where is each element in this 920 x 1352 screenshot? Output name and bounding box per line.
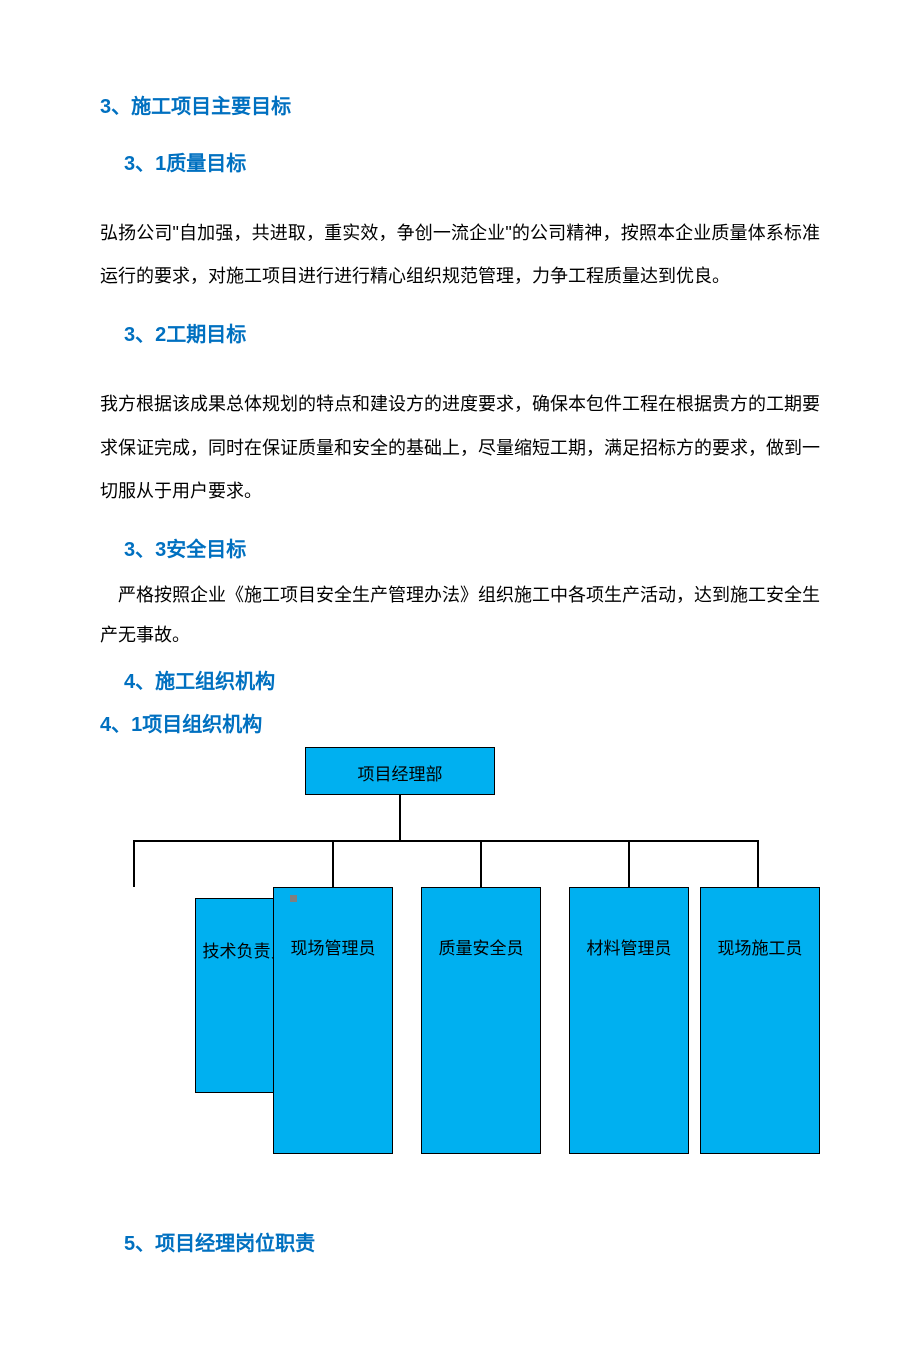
heading-3-3: 3、3安全目标 xyxy=(100,533,820,562)
heading-3: 3、施工项目主要目标 xyxy=(100,90,820,119)
org-chart-connector xyxy=(399,795,401,840)
heading-3-2: 3、2工期目标 xyxy=(100,318,820,347)
org-chart: 项目经理部技术负责员现场管理员质量安全员材料管理员现场施工员 xyxy=(100,747,820,1187)
org-chart-connector xyxy=(332,840,334,887)
paragraph-3-2: 我方根据该成果总体规划的特点和建设方的进度要求，确保本包件工程在根据贵方的工期要… xyxy=(100,383,820,513)
org-chart-connector xyxy=(757,840,759,887)
heading-3-1: 3、1质量目标 xyxy=(100,147,820,176)
org-chart-node: 现场管理员 xyxy=(273,887,393,1154)
paragraph-3-1: 弘扬公司"自加强，共进取，重实效，争创一流企业"的公司精神，按照本企业质量体系标… xyxy=(100,212,820,298)
heading-5: 5、项目经理岗位职责 xyxy=(100,1227,820,1256)
org-chart-marker xyxy=(290,895,297,902)
org-chart-connector xyxy=(480,840,482,887)
org-chart-connector xyxy=(628,840,630,887)
org-chart-connector xyxy=(133,840,135,887)
org-chart-node: 质量安全员 xyxy=(421,887,541,1154)
heading-4: 4、施工组织机构 xyxy=(100,665,820,694)
heading-4-1: 4、1项目组织机构 xyxy=(100,708,820,737)
org-chart-root: 项目经理部 xyxy=(305,747,495,795)
org-chart-node: 材料管理员 xyxy=(569,887,689,1154)
paragraph-3-3: 严格按照企业《施工项目安全生产管理办法》组织施工中各项生产活动，达到施工安全生产… xyxy=(100,576,820,655)
org-chart-node: 现场施工员 xyxy=(700,887,820,1154)
org-chart-connector xyxy=(133,840,759,842)
